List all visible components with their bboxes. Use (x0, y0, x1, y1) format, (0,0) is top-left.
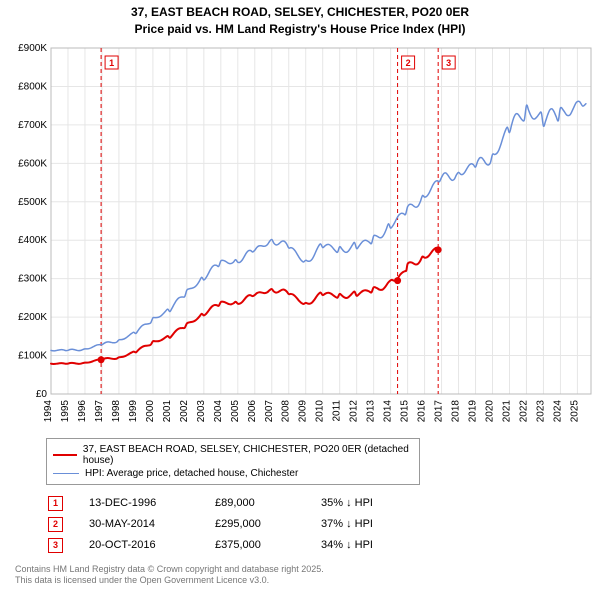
chart-svg: £0 £100K £200K £300K £400K £500K £600K £700K £80… (5, 42, 595, 432)
svg-text:2001: 2001 (162, 399, 173, 422)
svg-text:2022: 2022 (518, 399, 529, 422)
legend-box: 37, EAST BEACH ROAD, SELSEY, CHICHESTER,… (46, 438, 420, 485)
sale-row: 3 20-OCT-2016 £375,000 34% ↓ HPI (48, 535, 590, 556)
sale-date: 30-MAY-2014 (89, 518, 189, 530)
attribution-line: This data is licensed under the Open Gov… (15, 575, 590, 587)
svg-text:1994: 1994 (43, 399, 54, 422)
svg-text:£900K: £900K (18, 43, 47, 54)
legend-swatch (53, 473, 79, 474)
svg-text:£100K: £100K (18, 350, 47, 361)
svg-text:2007: 2007 (264, 399, 275, 422)
svg-text:1996: 1996 (77, 399, 88, 422)
chart-header: 37, EAST BEACH ROAD, SELSEY, CHICHESTER,… (0, 0, 600, 42)
svg-text:2016: 2016 (417, 399, 428, 422)
svg-text:2009: 2009 (298, 399, 309, 422)
svg-text:2: 2 (406, 58, 411, 68)
svg-text:£500K: £500K (18, 196, 47, 207)
svg-text:2015: 2015 (400, 399, 411, 422)
svg-text:1: 1 (109, 58, 114, 68)
svg-text:2025: 2025 (569, 399, 580, 422)
legend-row: HPI: Average price, detached house, Chic… (53, 467, 413, 480)
svg-text:1998: 1998 (111, 399, 122, 422)
chart-subtitle: Price paid vs. HM Land Registry's House … (0, 21, 600, 38)
svg-text:£200K: £200K (18, 312, 47, 323)
attribution-line: Contains HM Land Registry data © Crown c… (15, 564, 590, 576)
sale-row: 2 30-MAY-2014 £295,000 37% ↓ HPI (48, 514, 590, 535)
svg-text:1997: 1997 (94, 399, 105, 422)
legend-label: 37, EAST BEACH ROAD, SELSEY, CHICHESTER,… (83, 444, 413, 466)
svg-text:£400K: £400K (18, 235, 47, 246)
svg-text:2021: 2021 (501, 399, 512, 422)
svg-text:2000: 2000 (145, 399, 156, 422)
svg-text:2012: 2012 (349, 399, 360, 422)
sale-price: £89,000 (215, 497, 295, 509)
svg-text:£700K: £700K (18, 119, 47, 130)
svg-text:3: 3 (446, 58, 451, 68)
sale-date: 13-DEC-1996 (89, 497, 189, 509)
sale-marker: 2 (48, 517, 63, 532)
svg-text:1995: 1995 (60, 399, 71, 422)
svg-text:2011: 2011 (332, 399, 343, 421)
legend-label: HPI: Average price, detached house, Chic… (85, 468, 298, 479)
sale-price: £295,000 (215, 518, 295, 530)
svg-text:2020: 2020 (485, 399, 496, 422)
svg-text:2014: 2014 (383, 399, 394, 422)
sale-delta: 37% ↓ HPI (321, 518, 421, 530)
sales-table: 1 13-DEC-1996 £89,000 35% ↓ HPI 2 30-MAY… (48, 493, 590, 556)
chart-title: 37, EAST BEACH ROAD, SELSEY, CHICHESTER,… (0, 4, 600, 21)
sale-marker: 3 (48, 538, 63, 553)
svg-text:£0: £0 (36, 389, 48, 400)
svg-text:2023: 2023 (535, 399, 546, 422)
sale-price: £375,000 (215, 539, 295, 551)
svg-text:2003: 2003 (196, 399, 207, 422)
sale-delta: 35% ↓ HPI (321, 497, 421, 509)
svg-text:2017: 2017 (434, 399, 445, 422)
svg-text:2006: 2006 (247, 399, 258, 422)
sale-date: 20-OCT-2016 (89, 539, 189, 551)
svg-text:2005: 2005 (230, 399, 241, 422)
svg-text:2002: 2002 (179, 399, 190, 422)
svg-text:2018: 2018 (451, 399, 462, 422)
svg-text:2024: 2024 (552, 399, 563, 422)
chart-area: £0 £100K £200K £300K £400K £500K £600K £700K £80… (5, 42, 595, 432)
svg-text:2019: 2019 (468, 399, 479, 422)
svg-text:£600K: £600K (18, 158, 47, 169)
attribution: Contains HM Land Registry data © Crown c… (15, 564, 590, 587)
sale-delta: 34% ↓ HPI (321, 539, 421, 551)
svg-text:£800K: £800K (18, 81, 47, 92)
svg-text:2013: 2013 (366, 399, 377, 422)
sale-row: 1 13-DEC-1996 £89,000 35% ↓ HPI (48, 493, 590, 514)
sale-marker: 1 (48, 496, 63, 511)
svg-text:1999: 1999 (128, 399, 139, 422)
svg-text:2004: 2004 (213, 399, 224, 422)
legend-row: 37, EAST BEACH ROAD, SELSEY, CHICHESTER,… (53, 443, 413, 467)
legend-swatch (53, 454, 77, 456)
svg-text:£300K: £300K (18, 273, 47, 284)
svg-text:2008: 2008 (281, 399, 292, 422)
svg-text:2010: 2010 (315, 399, 326, 422)
